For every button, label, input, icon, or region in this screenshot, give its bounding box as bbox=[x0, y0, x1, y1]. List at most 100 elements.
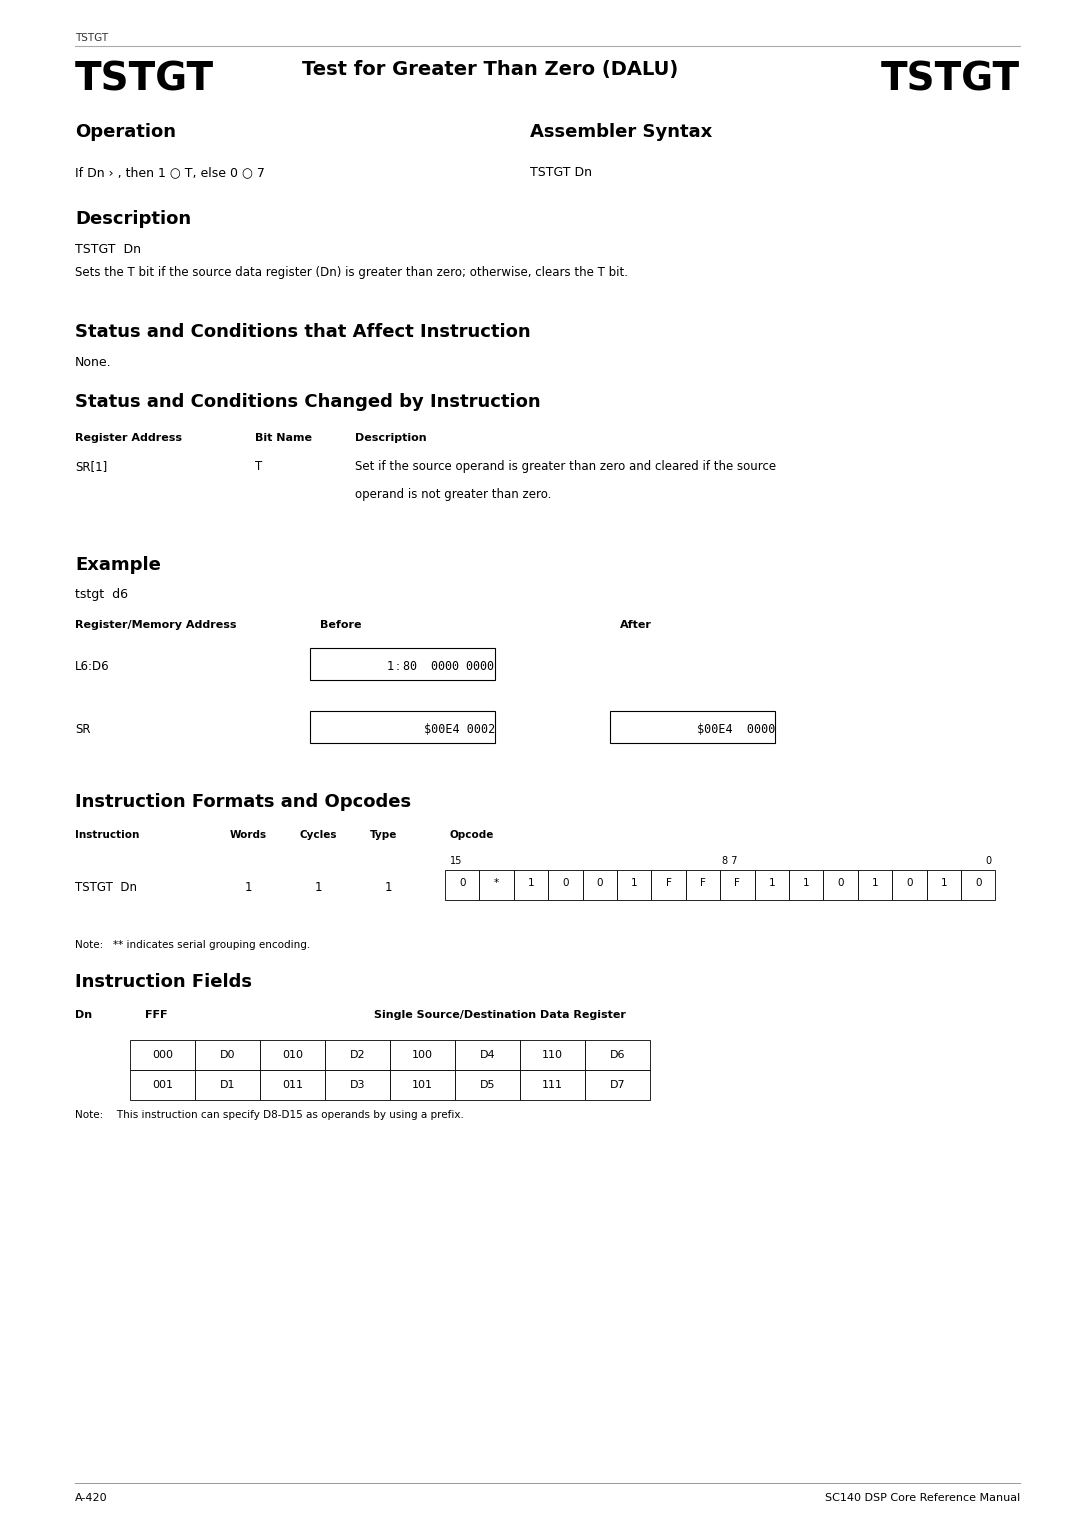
Text: L6:D6: L6:D6 bbox=[75, 660, 110, 672]
FancyBboxPatch shape bbox=[195, 1070, 260, 1100]
FancyBboxPatch shape bbox=[610, 711, 775, 743]
FancyBboxPatch shape bbox=[260, 1041, 325, 1070]
Text: 110: 110 bbox=[542, 1050, 563, 1060]
Text: 1: 1 bbox=[315, 882, 323, 894]
FancyBboxPatch shape bbox=[130, 1041, 195, 1070]
Text: 1: 1 bbox=[631, 879, 637, 888]
Text: Cycles: Cycles bbox=[300, 830, 337, 840]
Text: 1: 1 bbox=[802, 879, 810, 888]
Text: D3: D3 bbox=[350, 1080, 365, 1089]
Text: If Dn › , then 1 ○ T, else 0 ○ 7: If Dn › , then 1 ○ T, else 0 ○ 7 bbox=[75, 167, 265, 179]
Text: SC140 DSP Core Reference Manual: SC140 DSP Core Reference Manual bbox=[825, 1493, 1020, 1504]
FancyBboxPatch shape bbox=[445, 869, 480, 900]
Text: 010: 010 bbox=[282, 1050, 303, 1060]
Text: 8 7: 8 7 bbox=[723, 856, 738, 866]
Text: Sets the T bit if the source data register (Dn) is greater than zero; otherwise,: Sets the T bit if the source data regist… bbox=[75, 266, 627, 280]
Text: 15: 15 bbox=[450, 856, 462, 866]
Text: 1: 1 bbox=[528, 879, 535, 888]
Text: 0: 0 bbox=[906, 879, 913, 888]
FancyBboxPatch shape bbox=[585, 1041, 650, 1070]
FancyBboxPatch shape bbox=[858, 869, 892, 900]
FancyBboxPatch shape bbox=[325, 1041, 390, 1070]
Text: T: T bbox=[255, 460, 262, 474]
Text: 100: 100 bbox=[411, 1050, 433, 1060]
Text: *: * bbox=[494, 879, 499, 888]
Text: 0: 0 bbox=[985, 856, 991, 866]
Text: TSTGT Dn: TSTGT Dn bbox=[530, 167, 592, 179]
FancyBboxPatch shape bbox=[130, 1070, 195, 1100]
Text: 000: 000 bbox=[152, 1050, 173, 1060]
FancyBboxPatch shape bbox=[310, 648, 495, 680]
Text: Type: Type bbox=[370, 830, 397, 840]
Text: 0: 0 bbox=[563, 879, 569, 888]
FancyBboxPatch shape bbox=[325, 1070, 390, 1100]
Text: operand is not greater than zero.: operand is not greater than zero. bbox=[355, 487, 552, 501]
FancyBboxPatch shape bbox=[310, 711, 495, 743]
Text: Description: Description bbox=[355, 432, 427, 443]
Text: Test for Greater Than Zero (DALU): Test for Greater Than Zero (DALU) bbox=[302, 60, 678, 79]
Text: Status and Conditions that Affect Instruction: Status and Conditions that Affect Instru… bbox=[75, 322, 530, 341]
Text: FFF: FFF bbox=[145, 1010, 167, 1021]
Text: D7: D7 bbox=[610, 1080, 625, 1089]
Text: TSTGT  Dn: TSTGT Dn bbox=[75, 243, 141, 257]
Text: Description: Description bbox=[75, 209, 191, 228]
Text: TSTGT  Dn: TSTGT Dn bbox=[75, 882, 137, 894]
FancyBboxPatch shape bbox=[390, 1070, 455, 1100]
FancyBboxPatch shape bbox=[686, 869, 720, 900]
Text: 011: 011 bbox=[282, 1080, 303, 1089]
Text: Bit Name: Bit Name bbox=[255, 432, 312, 443]
FancyBboxPatch shape bbox=[514, 869, 549, 900]
FancyBboxPatch shape bbox=[455, 1070, 519, 1100]
Text: TSTGT: TSTGT bbox=[75, 34, 108, 43]
FancyBboxPatch shape bbox=[519, 1070, 585, 1100]
Text: 1: 1 bbox=[245, 882, 253, 894]
Text: Single Source/Destination Data Register: Single Source/Destination Data Register bbox=[374, 1010, 626, 1021]
FancyBboxPatch shape bbox=[582, 869, 617, 900]
Text: Example: Example bbox=[75, 556, 161, 575]
Text: D2: D2 bbox=[350, 1050, 365, 1060]
Text: 1: 1 bbox=[941, 879, 947, 888]
Text: 0: 0 bbox=[837, 879, 843, 888]
FancyBboxPatch shape bbox=[455, 1041, 519, 1070]
FancyBboxPatch shape bbox=[823, 869, 858, 900]
Text: 111: 111 bbox=[542, 1080, 563, 1089]
Text: $00E4 0002: $00E4 0002 bbox=[423, 723, 495, 736]
Text: 1: 1 bbox=[384, 882, 392, 894]
Text: F: F bbox=[665, 879, 672, 888]
Text: $00E4  0000: $00E4 0000 bbox=[697, 723, 775, 736]
Text: Dn: Dn bbox=[75, 1010, 92, 1021]
Text: Instruction: Instruction bbox=[75, 830, 139, 840]
Text: A-420: A-420 bbox=[75, 1493, 108, 1504]
Text: Words: Words bbox=[230, 830, 267, 840]
Text: 0: 0 bbox=[459, 879, 465, 888]
FancyBboxPatch shape bbox=[789, 869, 823, 900]
Text: Opcode: Opcode bbox=[450, 830, 495, 840]
Text: 1: 1 bbox=[769, 879, 775, 888]
Text: 0: 0 bbox=[975, 879, 982, 888]
Text: Status and Conditions Changed by Instruction: Status and Conditions Changed by Instruc… bbox=[75, 393, 541, 411]
Text: D1: D1 bbox=[219, 1080, 235, 1089]
Text: Register Address: Register Address bbox=[75, 432, 183, 443]
Text: None.: None. bbox=[75, 356, 111, 368]
FancyBboxPatch shape bbox=[927, 869, 961, 900]
FancyBboxPatch shape bbox=[585, 1070, 650, 1100]
Text: D0: D0 bbox=[219, 1050, 235, 1060]
Text: Assembler Syntax: Assembler Syntax bbox=[530, 122, 712, 141]
Text: 101: 101 bbox=[411, 1080, 433, 1089]
Text: D6: D6 bbox=[610, 1050, 625, 1060]
Text: Instruction Fields: Instruction Fields bbox=[75, 973, 252, 992]
Text: D4: D4 bbox=[480, 1050, 496, 1060]
Text: SR[1]: SR[1] bbox=[75, 460, 107, 474]
Text: F: F bbox=[700, 879, 706, 888]
FancyBboxPatch shape bbox=[617, 869, 651, 900]
Text: Set if the source operand is greater than zero and cleared if the source: Set if the source operand is greater tha… bbox=[355, 460, 777, 474]
FancyBboxPatch shape bbox=[755, 869, 789, 900]
Text: 1: 1 bbox=[872, 879, 878, 888]
Text: D5: D5 bbox=[480, 1080, 496, 1089]
Text: TSTGT: TSTGT bbox=[75, 60, 214, 98]
Text: tstgt  d6: tstgt d6 bbox=[75, 588, 129, 601]
FancyBboxPatch shape bbox=[480, 869, 514, 900]
Text: SR: SR bbox=[75, 723, 91, 736]
FancyBboxPatch shape bbox=[961, 869, 996, 900]
Text: Note:   ** indicates serial grouping encoding.: Note: ** indicates serial grouping encod… bbox=[75, 940, 310, 950]
